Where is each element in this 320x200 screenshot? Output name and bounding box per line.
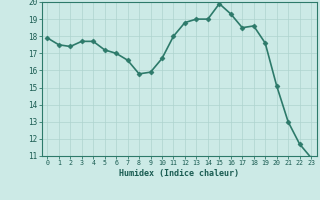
X-axis label: Humidex (Indice chaleur): Humidex (Indice chaleur) bbox=[119, 169, 239, 178]
